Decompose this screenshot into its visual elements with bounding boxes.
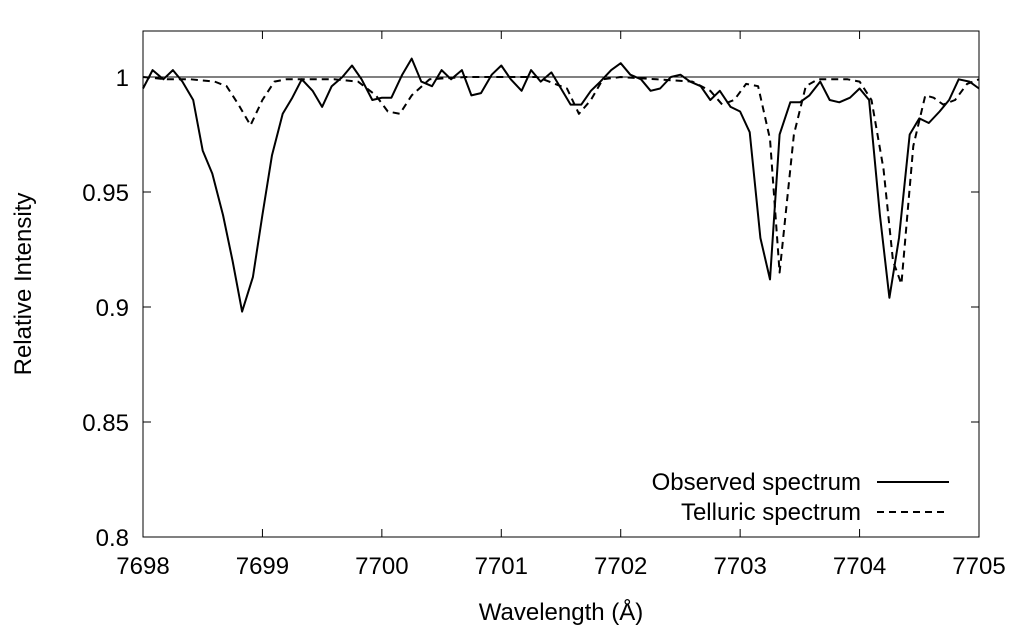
legend: Observed spectrum Telluric spectrum — [652, 469, 949, 526]
x-axis-ticks: 7698 7699 7700 7701 7702 7703 7704 7705 — [116, 31, 1006, 580]
x-tick-label: 7703 — [713, 553, 766, 580]
x-tick-label: 7699 — [236, 553, 289, 580]
plot-frame — [142, 30, 980, 538]
x-tick-label: 7700 — [355, 553, 408, 580]
telluric-spectrum-line — [142, 76, 980, 285]
legend-label: Observed spectrum — [652, 469, 861, 496]
y-tick-label: 0.8 — [96, 525, 129, 552]
x-tick-label: 7705 — [952, 553, 1005, 580]
y-tick-label: 0.9 — [96, 295, 129, 322]
x-axis-title: Wavelength (Å) — [479, 598, 644, 626]
y-axis-title: Relative Intensity — [10, 193, 37, 376]
observed-spectrum-line — [142, 57, 980, 313]
x-tick-label: 7704 — [833, 553, 886, 580]
y-tick-label: 1 — [116, 65, 129, 92]
legend-label: Telluric spectrum — [681, 499, 861, 526]
x-tick-label: 7698 — [116, 553, 169, 580]
x-tick-label: 7701 — [475, 553, 528, 580]
y-tick-label: 0.95 — [82, 180, 129, 207]
series-layer — [142, 57, 980, 313]
y-axis-ticks: 0.8 0.85 0.9 0.95 1 — [82, 65, 979, 552]
plot-border — [142, 30, 980, 538]
y-tick-label: 0.85 — [82, 410, 129, 437]
x-tick-label: 7702 — [594, 553, 647, 580]
